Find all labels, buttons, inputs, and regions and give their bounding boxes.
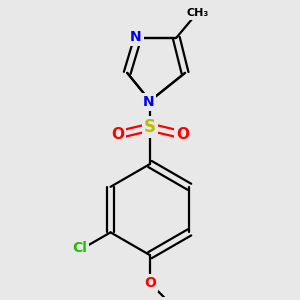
Text: N: N bbox=[130, 30, 142, 44]
Text: CH₃: CH₃ bbox=[186, 8, 208, 18]
Text: O: O bbox=[176, 127, 189, 142]
Text: Cl: Cl bbox=[72, 241, 87, 255]
Text: S: S bbox=[144, 118, 156, 136]
Text: O: O bbox=[111, 127, 124, 142]
Text: O: O bbox=[144, 276, 156, 290]
Text: N: N bbox=[142, 94, 154, 109]
